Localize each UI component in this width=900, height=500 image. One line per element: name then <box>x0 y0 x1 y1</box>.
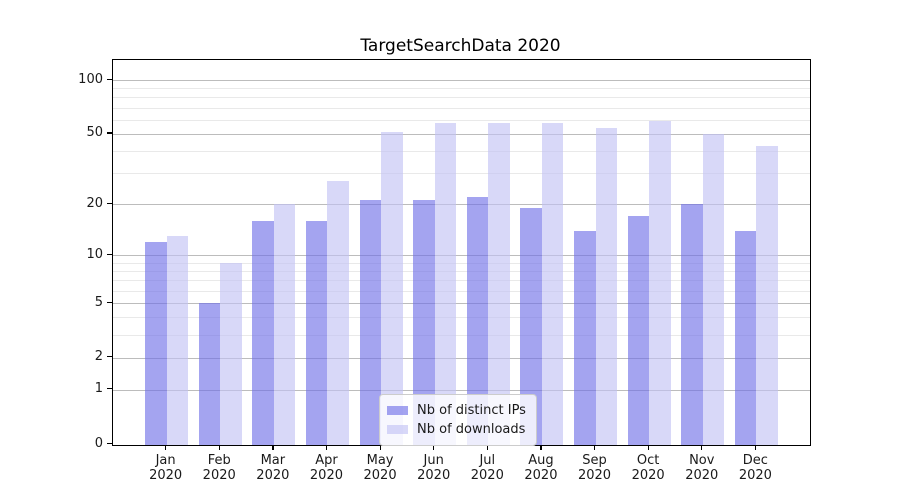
x-tick-label: Sep 2020 <box>577 452 612 484</box>
x-tick-mark <box>325 444 328 450</box>
legend: Nb of distinct IPs Nb of downloads <box>379 393 537 446</box>
bar-distinct-ips-apr <box>306 220 328 445</box>
x-tick-label: Dec 2020 <box>738 452 772 484</box>
x-tick-label: Feb 2020 <box>202 452 236 484</box>
legend-swatch-distinct-ips <box>387 405 408 415</box>
gridline-minor <box>113 290 810 292</box>
x-tick-mark <box>594 444 596 450</box>
bar-distinct-ips-sep <box>574 230 596 445</box>
y-tick-mark <box>107 202 112 204</box>
bar-distinct-ips-jun <box>413 200 435 445</box>
bar-downloads-jan <box>166 236 189 445</box>
y-tick-mark <box>107 356 112 358</box>
x-tick-mark <box>486 444 488 450</box>
bar-distinct-ips-nov <box>681 204 703 445</box>
y-tick-mark <box>107 78 112 80</box>
gridline-minor <box>113 88 810 90</box>
bar-distinct-ips-aug <box>520 207 542 445</box>
bar-distinct-ips-feb <box>198 303 221 445</box>
bar-downloads-mar <box>273 204 296 445</box>
bar-downloads-nov <box>702 134 725 445</box>
x-tick-mark <box>754 444 757 450</box>
x-tick-label: Jun 2020 <box>417 452 451 484</box>
gridline-minor <box>113 173 810 175</box>
bar-distinct-ips-jan <box>145 241 167 445</box>
legend-swatch-downloads <box>387 424 408 434</box>
y-tick-label: 5 <box>94 294 103 310</box>
x-tick-mark <box>165 444 167 450</box>
bar-downloads-jul <box>488 122 510 445</box>
gridline-minor <box>113 262 810 264</box>
bar-downloads-jun <box>434 122 457 445</box>
y-tick-label: 2 <box>94 349 103 365</box>
bar-downloads-apr <box>327 181 349 445</box>
x-tick-label: Mar 2020 <box>256 452 290 484</box>
x-tick-label: Apr 2020 <box>309 452 343 484</box>
y-tick-mark <box>107 443 112 445</box>
x-tick-mark <box>701 444 703 450</box>
gridline-major <box>113 80 810 82</box>
bar-downloads-feb <box>220 262 242 445</box>
bar-downloads-oct <box>649 121 671 445</box>
gridline-major <box>113 204 810 206</box>
y-tick-mark <box>107 388 112 390</box>
gridline-major <box>113 133 810 135</box>
y-tick-label: 10 <box>86 246 103 262</box>
gridline-minor <box>113 270 810 272</box>
bar-downloads-may <box>381 132 403 445</box>
legend-row-downloads: Nb of downloads <box>387 420 526 439</box>
gridline-major <box>113 303 810 304</box>
bar-distinct-ips-oct <box>627 216 650 445</box>
y-tick-mark <box>107 301 112 303</box>
x-tick-label: Aug 2020 <box>524 452 558 484</box>
legend-row-distinct-ips: Nb of distinct IPs <box>387 401 526 420</box>
x-tick-label: Jul 2020 <box>470 452 504 484</box>
x-tick-mark <box>433 444 435 450</box>
bar-distinct-ips-may <box>359 200 382 445</box>
gridline-major <box>113 389 810 391</box>
gridline-minor <box>113 107 810 109</box>
x-tick-label: May 2020 <box>363 452 397 484</box>
x-tick-mark <box>647 444 649 450</box>
x-tick-label: Nov 2020 <box>685 452 719 484</box>
y-tick-mark <box>107 132 112 134</box>
gridline-minor <box>113 97 810 99</box>
y-tick-label: 100 <box>78 71 103 87</box>
x-tick-mark <box>540 444 542 450</box>
x-tick-label: Jan 2020 <box>149 452 183 484</box>
bar-downloads-sep <box>595 128 617 445</box>
x-tick-label: Oct 2020 <box>631 452 665 484</box>
plot-area: Nb of distinct IPs Nb of downloads <box>112 58 811 446</box>
y-tick-label: 1 <box>94 381 103 397</box>
gridline-major <box>113 357 810 359</box>
y-tick-label: 0 <box>94 436 103 451</box>
gridline-minor <box>113 151 810 153</box>
gridline-minor <box>113 280 810 282</box>
bar-distinct-ips-jul <box>466 196 489 445</box>
bar-distinct-ips-dec <box>734 230 757 445</box>
gridline-minor <box>113 335 810 337</box>
bar-downloads-aug <box>541 122 564 445</box>
x-tick-mark <box>379 444 381 450</box>
gridline-major <box>113 255 810 257</box>
chart-title: TargetSearchData 2020 <box>360 36 561 56</box>
legend-label-downloads: Nb of downloads <box>417 421 526 437</box>
y-tick-label: 50 <box>86 125 103 141</box>
bar-downloads-dec <box>756 145 778 445</box>
x-tick-mark <box>272 444 274 450</box>
gridline-minor <box>113 317 810 319</box>
y-tick-label: 20 <box>86 195 103 211</box>
bar-distinct-ips-mar <box>252 220 274 445</box>
legend-label-distinct-ips: Nb of distinct IPs <box>417 402 526 418</box>
y-tick-mark <box>107 253 112 255</box>
gridline-minor <box>113 119 810 121</box>
x-tick-mark <box>218 444 220 450</box>
